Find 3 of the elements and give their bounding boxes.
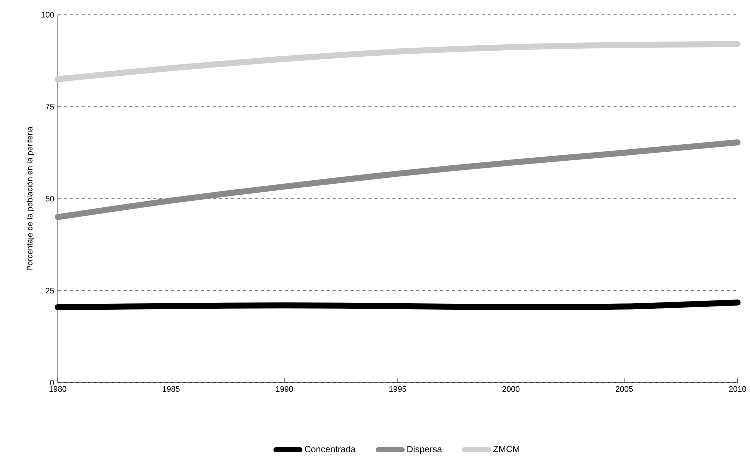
- legend-label: Dispersa: [408, 446, 442, 454]
- legend-label: ZMCM: [494, 446, 520, 452]
- legend-label: Concentrada: [305, 446, 356, 453]
